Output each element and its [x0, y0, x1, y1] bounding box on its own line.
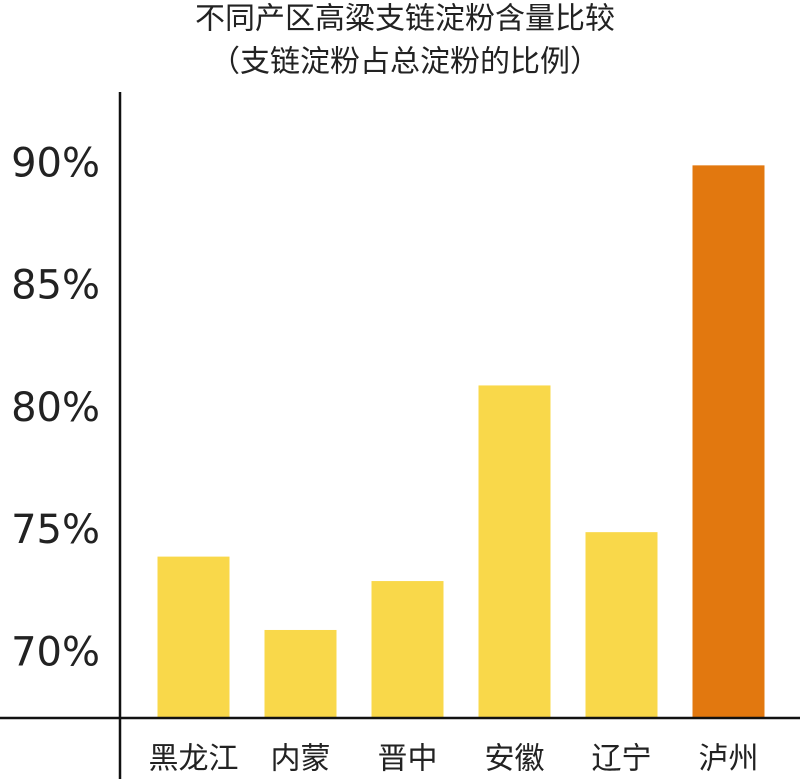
x-tick-label: 内蒙 — [271, 742, 331, 777]
x-tick-label: 晋中 — [378, 742, 438, 777]
y-tick-label: 90% — [11, 140, 100, 186]
chart-title: 不同产区高粱支链淀粉含量比较 — [195, 2, 615, 37]
y-tick-label: 70% — [11, 629, 100, 675]
y-tick-label: 75% — [11, 507, 100, 553]
bar — [264, 629, 337, 718]
x-tick-label: 辽宁 — [592, 742, 652, 777]
bar — [692, 165, 765, 718]
x-tick-label: 黑龙江 — [149, 742, 239, 777]
y-tick-label: 80% — [11, 385, 100, 431]
bar — [157, 556, 230, 718]
y-tick-label: 85% — [11, 263, 100, 309]
x-tick-label: 泸州 — [699, 742, 759, 777]
chart-subtitle: （支链淀粉占总淀粉的比例） — [210, 45, 600, 80]
x-tick-label: 安徽 — [485, 742, 545, 777]
bar — [585, 532, 658, 718]
bar — [371, 581, 444, 718]
bar — [478, 385, 551, 718]
